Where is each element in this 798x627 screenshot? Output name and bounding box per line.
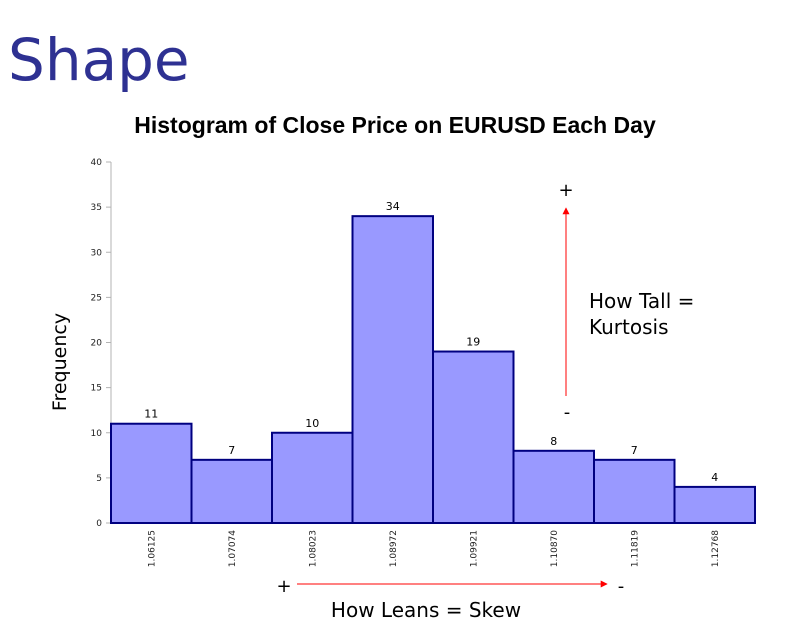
slide-title: Shape [8, 26, 190, 94]
bars-group [110, 215, 756, 525]
bar-data-label: 8 [550, 435, 557, 448]
x-tick-label: 1.11819 [630, 530, 640, 567]
y-tick-label: 40 [91, 158, 103, 168]
histogram-bar [512, 449, 595, 524]
y-tick-label: 5 [96, 474, 102, 484]
histogram-bar [673, 485, 756, 524]
kurtosis-plus-sign: + [558, 180, 573, 201]
skew-plus-sign: + [276, 576, 291, 597]
bar-data-label: 34 [386, 200, 400, 213]
y-tick-label: 15 [91, 384, 102, 394]
x-tick-label: 1.08023 [308, 530, 318, 567]
bar-data-label: 19 [466, 336, 480, 349]
histogram-bar [351, 215, 434, 524]
chart-title: Histogram of Close Price on EURUSD Each … [134, 112, 656, 138]
y-tick-label: 20 [91, 339, 103, 349]
x-tick-label: 1.06125 [147, 530, 157, 567]
y-axis-ticks: 0 5 10 15 20 25 30 35 40 [91, 158, 111, 529]
x-tick-label: 1.07074 [228, 530, 238, 567]
bar-data-label: 7 [228, 444, 235, 457]
x-tick-label: 1.09921 [469, 530, 479, 567]
kurtosis-minus-sign: - [564, 402, 571, 423]
histogram-bar [190, 458, 273, 525]
bar-data-label: 11 [144, 408, 158, 421]
x-tick-label: 1.10870 [550, 530, 560, 567]
y-tick-label: 25 [91, 293, 102, 303]
data-labels: 11 7 10 34 19 8 7 4 [144, 200, 718, 484]
y-tick-label: 0 [96, 519, 102, 529]
bar-data-label: 4 [711, 471, 718, 484]
kurtosis-label-line1: How Tall = [589, 289, 694, 313]
y-axis-label: Frequency [49, 313, 71, 411]
kurtosis-label-line2: Kurtosis [589, 315, 669, 339]
skew-minus-sign: - [618, 576, 625, 597]
histogram-bar [110, 422, 193, 525]
x-tick-label: 1.12768 [711, 530, 721, 567]
y-tick-label: 10 [91, 429, 103, 439]
bar-data-label: 7 [631, 444, 638, 457]
x-axis-ticks: 1.06125 1.07074 1.08023 1.08972 1.09921 1.108… [147, 530, 721, 567]
skew-label: How Leans = Skew [331, 598, 521, 622]
histogram-bar [432, 350, 515, 524]
y-tick-label: 30 [91, 248, 103, 258]
x-tick-label: 1.08972 [389, 530, 399, 567]
histogram-bar [593, 458, 676, 525]
bar-data-label: 10 [305, 417, 319, 430]
histogram-bar [271, 431, 354, 524]
y-tick-label: 35 [91, 203, 102, 213]
